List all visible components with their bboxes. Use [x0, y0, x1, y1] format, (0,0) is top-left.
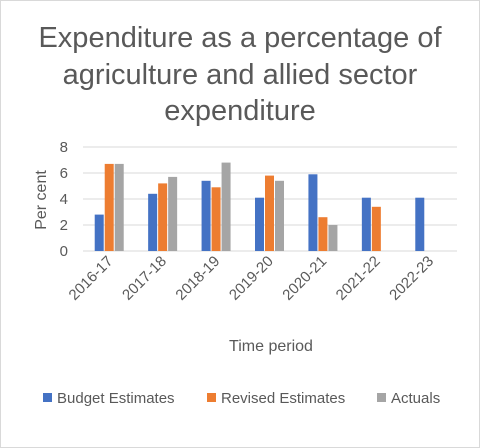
chart-title-line-3: expenditure	[164, 95, 316, 127]
x-tick-label-2018-19: 2018-19	[172, 253, 223, 304]
y-axis-title: Per cent	[33, 170, 50, 230]
bar-budget-estimates-2017-18	[148, 193, 158, 251]
bar-actuals-2016-17	[114, 163, 124, 251]
y-axis-ticks: 0 2 4 6 8	[60, 139, 68, 260]
bar-series	[94, 162, 425, 251]
x-axis-ticks: 2016-17 2017-18 2018-19 2019-20 2020-21 2021-…	[66, 253, 438, 304]
bar-actuals-2020-21	[328, 225, 338, 251]
y-tick-label-2: 2	[60, 217, 68, 234]
bar-budget-estimates-2022-23	[415, 197, 425, 251]
bar-revised-estimates-2018-19	[211, 187, 221, 251]
bar-revised-estimates-2016-17	[104, 163, 114, 251]
chart-title-line-1: Expenditure as a percentage of	[38, 22, 442, 54]
legend-swatch-revised-estimates	[207, 393, 216, 402]
x-tick-label-2022-23: 2022-23	[386, 253, 437, 304]
bar-revised-estimates-2017-18	[158, 183, 168, 251]
legend-label-revised-estimates: Revised Estimates	[221, 390, 345, 407]
bar-actuals-2018-19	[221, 162, 231, 251]
bar-budget-estimates-2019-20	[255, 197, 264, 251]
y-tick-label-4: 4	[60, 191, 68, 208]
legend-swatch-actuals	[377, 393, 386, 402]
bar-actuals-2017-18	[168, 176, 178, 251]
bar-actuals-2019-20	[275, 180, 284, 251]
x-tick-label-2021-22: 2021-22	[333, 253, 384, 304]
bar-budget-estimates-2018-19	[201, 180, 211, 251]
bar-budget-estimates-2021-22	[361, 197, 371, 251]
x-tick-label-2016-17: 2016-17	[66, 253, 117, 304]
x-axis-title: Time period	[229, 338, 313, 355]
legend-swatch-budget-estimates	[43, 393, 52, 402]
bar-revised-estimates-2019-20	[265, 175, 274, 251]
bar-revised-estimates-2021-22	[371, 206, 381, 251]
x-tick-label-2020-21: 2020-21	[279, 253, 330, 304]
y-tick-label-0: 0	[60, 243, 68, 260]
bar-budget-estimates-2020-21	[308, 174, 318, 251]
bar-revised-estimates-2020-21	[318, 217, 328, 251]
x-tick-label-2017-18: 2017-18	[119, 253, 170, 304]
legend: Budget Estimates Revised Estimates Actuals	[43, 390, 440, 407]
chart-title-line-2: agriculture and allied sector	[63, 59, 418, 91]
bar-budget-estimates-2016-17	[94, 214, 104, 251]
legend-label-actuals: Actuals	[391, 390, 440, 407]
x-tick-label-2019-20: 2019-20	[226, 253, 277, 304]
y-tick-label-8: 8	[60, 139, 68, 156]
legend-label-budget-estimates: Budget Estimates	[57, 390, 175, 407]
y-tick-label-6: 6	[60, 165, 68, 182]
